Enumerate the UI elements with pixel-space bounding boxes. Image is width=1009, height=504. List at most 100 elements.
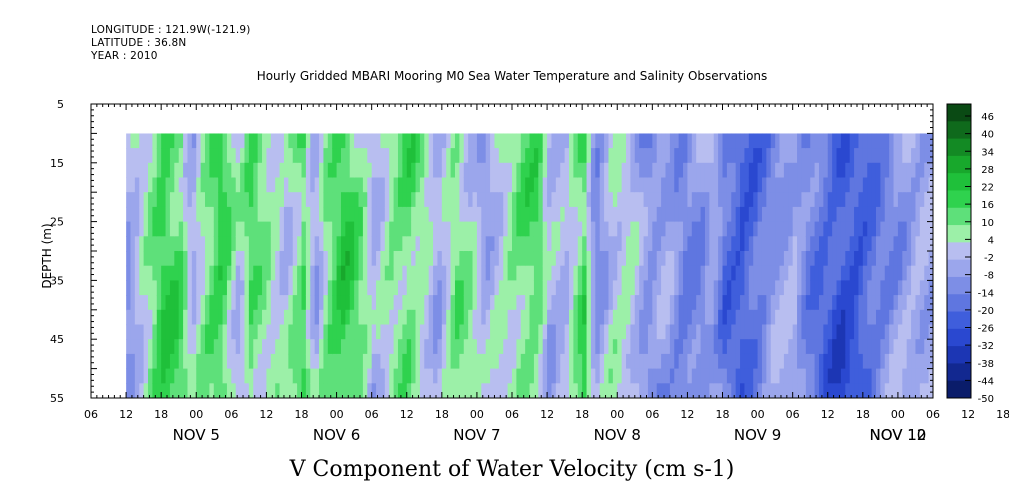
- heatmap-cell: [384, 309, 390, 326]
- heatmap-cell: [805, 265, 811, 281]
- heatmap-cell: [156, 353, 162, 370]
- heatmap-cell: [266, 148, 272, 164]
- heatmap-cell: [376, 236, 382, 252]
- heatmap-cell: [165, 192, 171, 208]
- heatmap-cell: [726, 309, 732, 326]
- heatmap-cell: [191, 280, 197, 296]
- heatmap-cell: [301, 177, 307, 193]
- heatmap-cell: [533, 133, 539, 149]
- heatmap-cell: [612, 251, 618, 267]
- heatmap-cell: [551, 221, 557, 237]
- heatmap-cell: [481, 148, 487, 164]
- heatmap-cell: [704, 192, 710, 208]
- heatmap-cell: [709, 206, 715, 223]
- heatmap-cell: [367, 162, 373, 179]
- heatmap-cell: [652, 368, 658, 384]
- heatmap-cell: [503, 148, 509, 164]
- heatmap-cell: [297, 192, 303, 208]
- heatmap-cell: [169, 265, 175, 281]
- heatmap-cell: [507, 133, 513, 149]
- heatmap-cell: [362, 206, 368, 223]
- heatmap-cell: [472, 177, 478, 193]
- heatmap-cell: [406, 324, 412, 340]
- heatmap-cell: [419, 383, 425, 398]
- heatmap-cell: [310, 221, 316, 237]
- heatmap-cell: [810, 133, 816, 149]
- heatmap-cell: [270, 295, 276, 311]
- heatmap-cell: [494, 280, 500, 296]
- heatmap-cell: [722, 221, 728, 237]
- heatmap-cell: [533, 265, 539, 281]
- heatmap-cell: [661, 295, 667, 311]
- heatmap-cell: [156, 324, 162, 340]
- heatmap-cell: [560, 295, 566, 311]
- heatmap-cell: [897, 339, 903, 355]
- heatmap-cell: [424, 339, 430, 355]
- heatmap-cell: [775, 295, 781, 311]
- heatmap-cell: [134, 221, 140, 237]
- heatmap-cell: [538, 221, 544, 237]
- heatmap-cell: [538, 309, 544, 326]
- heatmap-cell: [349, 280, 355, 296]
- heatmap-cell: [722, 265, 728, 281]
- heatmap-cell: [165, 324, 171, 340]
- heatmap-cell: [674, 324, 680, 340]
- colorbar-swatch: [947, 104, 971, 122]
- heatmap-cell: [674, 383, 680, 398]
- heatmap-cell: [849, 353, 855, 370]
- heatmap-cell: [617, 133, 623, 149]
- heatmap-cell: [516, 368, 522, 384]
- heatmap-cell: [542, 221, 548, 237]
- heatmap-cell: [792, 368, 798, 384]
- heatmap-cell: [696, 206, 702, 223]
- heatmap-cell: [183, 192, 189, 208]
- heatmap-cell: [485, 148, 491, 164]
- heatmap-cell: [397, 236, 403, 252]
- heatmap-cell: [893, 133, 899, 149]
- heatmap-cell: [266, 280, 272, 296]
- heatmap-cell: [775, 265, 781, 281]
- heatmap-cell: [183, 295, 189, 311]
- heatmap-cell: [691, 236, 697, 252]
- heatmap-cell: [753, 192, 759, 208]
- heatmap-cell: [148, 368, 153, 384]
- heatmap-cell: [551, 192, 557, 208]
- heatmap-cell: [884, 339, 890, 355]
- heatmap-cell: [652, 192, 658, 208]
- heatmap-cell: [362, 295, 368, 311]
- heatmap-cell: [332, 148, 338, 164]
- heatmap-cell: [319, 265, 325, 281]
- heatmap-cell: [871, 177, 877, 193]
- heatmap-cell: [529, 162, 535, 179]
- heatmap-cell: [915, 309, 921, 326]
- heatmap-cell: [402, 236, 408, 252]
- heatmap-cell: [253, 133, 259, 149]
- heatmap-cell: [161, 133, 167, 149]
- heatmap-cell: [288, 383, 294, 398]
- heatmap-cell: [389, 265, 395, 281]
- heatmap-cell: [525, 324, 531, 340]
- heatmap-cell: [200, 177, 206, 193]
- heatmap-cell: [148, 280, 153, 296]
- heatmap-cell: [240, 324, 246, 340]
- heatmap-cell: [630, 368, 636, 384]
- heatmap-cell: [213, 368, 219, 384]
- heatmap-cell: [564, 280, 570, 296]
- heatmap-cell: [832, 339, 838, 355]
- heatmap-cell: [130, 177, 136, 193]
- heatmap-cell: [459, 133, 465, 149]
- heatmap-cell: [406, 339, 412, 355]
- heatmap-cell: [411, 383, 417, 398]
- heatmap-cell: [262, 206, 268, 223]
- heatmap-cell: [630, 251, 636, 267]
- heatmap-cell: [384, 206, 390, 223]
- heatmap-cell: [507, 295, 513, 311]
- heatmap-cell: [880, 309, 886, 326]
- x-tick-label: 12: [119, 408, 133, 421]
- heatmap-cell: [792, 383, 798, 398]
- heatmap-cell: [235, 368, 241, 384]
- heatmap-cell: [753, 221, 759, 237]
- heatmap-cell: [428, 236, 434, 252]
- heatmap-cell: [604, 177, 610, 193]
- heatmap-cell: [897, 309, 903, 326]
